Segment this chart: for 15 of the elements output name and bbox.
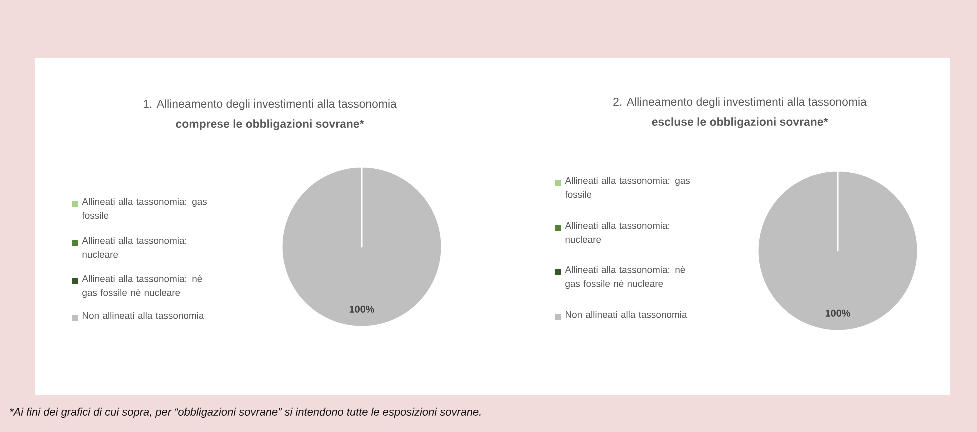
data-label: 100% [826, 310, 850, 317]
chart-title: 2. Allineamento degli investimenti alla tassonomia [614, 98, 867, 108]
chart-subtitle: comprese le obbligazioni sovrane* [176, 120, 364, 130]
legend-label: Non allineati alla tassonomia [82, 312, 204, 320]
chart-subtitle: escluse le obbligazioni sovrane* [652, 118, 828, 128]
legend-label: Allineati alla tassonomia: nè gas fossile nè nucleare [565, 266, 686, 290]
legend-label: Allineati alla tassonomia: gas fossile [82, 198, 208, 220]
legend-label: Non allineati alla tassonomia [566, 311, 688, 318]
legend-label: Allineati alla tassonomia: nè gas fossile nè nucleare [82, 275, 202, 298]
legend-label: Allineati alla tassonomia: gas fossile [565, 177, 690, 198]
text: *Ai fini dei grafici di cui sopra, per “obbligazioni sovrane” si intendono tutte le esposizioni sovrane. [10, 408, 481, 418]
data-label: 100% [350, 306, 374, 313]
legend-label: Allineati alla tassonomia: nucleare [565, 222, 670, 244]
legend-label: Allineati alla tassonomia: nucleare [82, 237, 187, 258]
chart-title: 1. Allineamento degli investimenti alla tassonomia [144, 100, 397, 110]
